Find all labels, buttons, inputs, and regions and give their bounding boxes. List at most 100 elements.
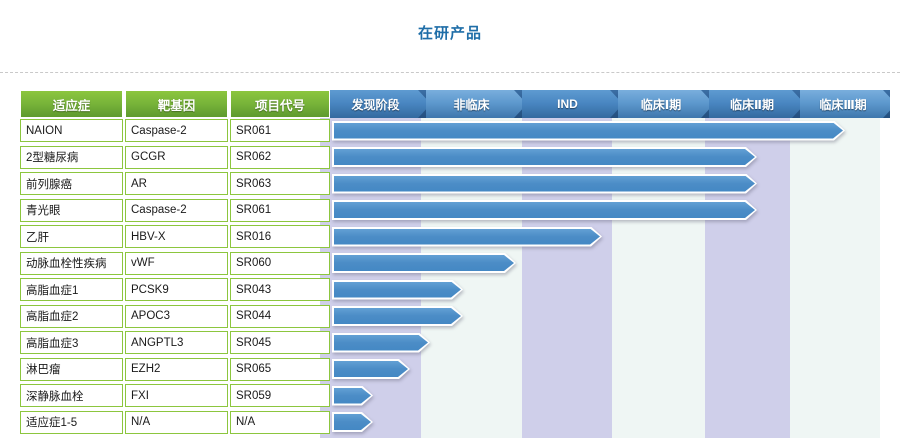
phase-header-discovery: 发现阶段 — [330, 90, 431, 118]
cell-indication: 动脉血栓性疾病 — [20, 251, 123, 275]
cell-indication: 高脂血症2 — [20, 304, 123, 328]
cell-indication: 前列腺癌 — [20, 172, 123, 195]
progress-bar-outline — [332, 121, 845, 141]
cell-gene: N/A — [125, 410, 228, 434]
progress-bar-fill — [334, 335, 428, 351]
progress-bar-arrow — [332, 174, 757, 194]
progress-bar-fill — [334, 202, 755, 218]
progress-bar-arrow — [332, 359, 410, 379]
progress-bar-outline — [332, 280, 463, 300]
progress-bar-arrow — [332, 200, 757, 220]
cell-gene: Caspase-2 — [125, 198, 228, 222]
cell-code: SR060 — [230, 251, 330, 275]
cell-gene: vWF — [125, 251, 228, 275]
chevron-shape — [426, 90, 527, 118]
progress-bar-outline — [332, 306, 463, 326]
cell-code: SR043 — [230, 278, 330, 301]
pipeline-chart: 适应症 靶基因 项目代号 发现阶段 非临床 IND 临床Ⅰ期 临床Ⅱ期 临床Ⅲ期… — [10, 90, 890, 438]
progress-bar-fill — [334, 414, 371, 430]
progress-bar-fill — [334, 229, 600, 245]
chevron-shape — [618, 90, 714, 118]
cell-code: SR059 — [230, 384, 330, 407]
progress-bar-outline — [332, 359, 410, 379]
table-row: 高脂血症1 PCSK9 SR043 — [10, 277, 890, 304]
progress-bar-fill — [334, 388, 371, 404]
cell-gene: EZH2 — [125, 357, 228, 381]
cell-code: SR065 — [230, 357, 330, 381]
progress-bar-outline — [332, 174, 757, 194]
chevron-shape — [522, 90, 623, 118]
column-header-code: 项目代号 — [230, 90, 330, 118]
cell-code: SR044 — [230, 304, 330, 328]
table-row: 深静脉血栓 FXI SR059 — [10, 383, 890, 410]
column-header-indication: 适应症 — [20, 90, 123, 118]
cell-code: SR061 — [230, 119, 330, 142]
cell-indication: NAION — [20, 119, 123, 142]
cell-code: SR016 — [230, 225, 330, 248]
stage-band-phase2 — [705, 118, 790, 438]
progress-bar-outline — [332, 253, 516, 273]
progress-bar-arrow — [332, 147, 757, 167]
stage-band-phase1 — [612, 118, 705, 438]
cell-gene: GCGR — [125, 145, 228, 169]
cell-gene: FXI — [125, 384, 228, 407]
progress-bar-arrow — [332, 253, 516, 273]
progress-bar-fill — [334, 282, 461, 298]
cell-code: SR061 — [230, 198, 330, 222]
progress-bar-arrow — [332, 121, 845, 141]
table-row: 动脉血栓性疾病 vWF SR060 — [10, 251, 890, 278]
cell-gene: AR — [125, 172, 228, 195]
progress-bar-fill — [334, 308, 461, 324]
table-row: 2型糖尿病 GCGR SR062 — [10, 145, 890, 172]
cell-indication: 适应症1-5 — [20, 410, 123, 434]
progress-bar-arrow — [332, 412, 373, 432]
cell-gene: PCSK9 — [125, 278, 228, 301]
column-header-gene: 靶基因 — [125, 90, 228, 118]
progress-bar-fill — [334, 149, 755, 165]
table-row: 高脂血症3 ANGPTL3 SR045 — [10, 330, 890, 357]
progress-bar-fill — [334, 123, 843, 139]
progress-bar-outline — [332, 333, 430, 353]
cell-gene: HBV-X — [125, 225, 228, 248]
phase-header-phase3: 临床Ⅲ期 — [800, 90, 890, 118]
cell-indication: 青光眼 — [20, 198, 123, 222]
table-row: 乙肝 HBV-X SR016 — [10, 224, 890, 251]
chevron-shape — [330, 90, 431, 118]
progress-bar-outline — [332, 147, 757, 167]
progress-bar-arrow — [332, 386, 373, 406]
cell-indication: 淋巴瘤 — [20, 357, 123, 381]
cell-indication: 深静脉血栓 — [20, 384, 123, 407]
progress-bar-outline — [332, 412, 373, 432]
progress-bar-outline — [332, 227, 602, 247]
cell-gene: Caspase-2 — [125, 119, 228, 142]
cell-gene: APOC3 — [125, 304, 228, 328]
table-row: 高脂血症2 APOC3 SR044 — [10, 304, 890, 331]
cell-indication: 乙肝 — [20, 225, 123, 248]
progress-bar-fill — [334, 361, 408, 377]
stage-band-preclinical — [421, 118, 522, 438]
page-title: 在研产品 — [417, 25, 482, 42]
cell-indication: 高脂血症3 — [20, 331, 123, 354]
progress-bar-arrow — [332, 227, 602, 247]
cell-indication: 高脂血症1 — [20, 278, 123, 301]
cell-indication: 2型糖尿病 — [20, 145, 123, 169]
cell-gene: ANGPTL3 — [125, 331, 228, 354]
cell-code: N/A — [230, 410, 330, 434]
progress-bar-arrow — [332, 306, 463, 326]
table-row: NAION Caspase-2 SR061 — [10, 118, 890, 145]
progress-bar-arrow — [332, 333, 430, 353]
table-row: 适应症1-5 N/A N/A — [10, 410, 890, 437]
table-row: 淋巴瘤 EZH2 SR065 — [10, 357, 890, 384]
stage-band-phase3 — [790, 118, 880, 438]
table-row: 青光眼 Caspase-2 SR061 — [10, 198, 890, 225]
progress-bar-fill — [334, 176, 755, 192]
progress-bar-outline — [332, 386, 373, 406]
phase-header-phase2: 临床Ⅱ期 — [709, 90, 805, 118]
phase-header-preclinical: 非临床 — [426, 90, 527, 118]
table-header-row: 适应症 靶基因 项目代号 发现阶段 非临床 IND 临床Ⅰ期 临床Ⅱ期 临床Ⅲ期 — [10, 90, 890, 118]
table-row: 前列腺癌 AR SR063 — [10, 171, 890, 198]
chevron-shape — [709, 90, 805, 118]
table-body: NAION Caspase-2 SR061 2型糖尿病 GCGR SR062 前列腺癌 AR S… — [10, 118, 890, 438]
progress-bar-fill — [334, 255, 514, 271]
progress-bar-outline — [332, 200, 757, 220]
